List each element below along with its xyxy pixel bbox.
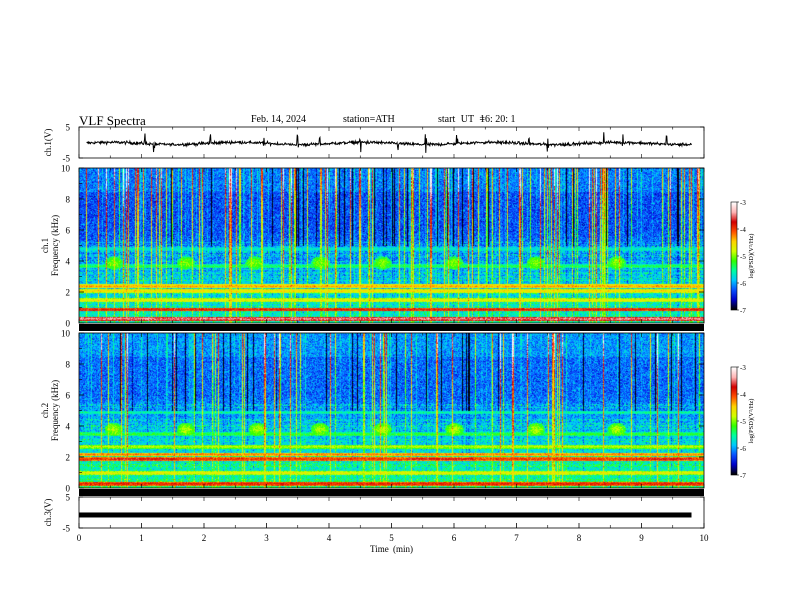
ch2-spectrogram-colorbar-tick-label: -4 (740, 391, 746, 399)
ch2-spectrogram-bottom-strip (79, 489, 704, 496)
x-tick-label: 8 (577, 533, 582, 543)
x-tick-label: 7 (514, 533, 519, 543)
ch2-spectrogram-ytick-label: 0 (66, 484, 71, 494)
ch2-spectrogram-colorbar-tick-label: -6 (740, 445, 746, 453)
ch3-waveform-ytick-label: -5 (63, 524, 71, 534)
ch1-trace (86, 132, 692, 153)
ch1-spectrogram-colorbar-tick-label: -5 (740, 253, 746, 261)
x-tick-label: 2 (202, 533, 207, 543)
ch2-spectrogram-ytick-label: 8 (66, 360, 71, 370)
x-tick-label: 9 (639, 533, 644, 543)
ch1-spectrogram-ytick-label: 0 (66, 319, 71, 329)
ch2-spectrogram-colorbar-tick-label: -3 (740, 364, 746, 372)
start-ut-value: 16: 20: 1 (480, 114, 516, 125)
ch1-spectrogram-image (79, 168, 704, 323)
x-tick-label: 0 (77, 533, 82, 543)
ch2-spectrogram-colorbar-tick-label: -5 (740, 418, 746, 426)
ch2-spectrogram-colorbar (731, 367, 737, 475)
ch1-spectrogram-ytick-label: 10 (61, 164, 71, 174)
ch2-spectrogram-ytick-label: 6 (66, 391, 71, 401)
ch2-spectrogram-ylabel: ch.2Frequency (kHz) (40, 380, 60, 441)
ch1-spectrogram-colorbar-label: log(PSD)(V²/Hz) (748, 234, 755, 279)
x-tick-label: 10 (700, 533, 710, 543)
ch2-spectrogram-ylabel-line2: Frequency (kHz) (50, 380, 60, 441)
ch1-spectrogram-ytick-label: 8 (66, 195, 71, 205)
ch1-spectrogram-ytick-label: 6 (66, 226, 71, 236)
ch1-spectrogram-ylabel: ch.1Frequency (kHz) (40, 215, 60, 276)
x-tick-label: 4 (327, 533, 332, 543)
ch2-spectrogram-ytick-label: 2 (66, 453, 71, 463)
ch1-spectrogram-colorbar-tick-label: -3 (740, 199, 746, 207)
x-tick-label: 1 (139, 533, 144, 543)
ch1-waveform-ylabel: ch.1(V) (43, 129, 53, 157)
x-tick-label: 3 (264, 533, 269, 543)
ch1-spectrogram-ytick-label: 4 (66, 257, 71, 267)
ch2-spectrogram-ytick-label: 10 (61, 329, 71, 339)
x-axis-label: Time (min) (370, 544, 413, 554)
date-label: Feb. 14, 2024 (251, 114, 306, 125)
ch1-spectrogram-colorbar-tick-label: -7 (740, 307, 746, 315)
ch2-spectrogram-ytick-label: 4 (66, 422, 71, 432)
ch1-spectrogram-bottom-strip (79, 324, 704, 331)
ch1-spectrogram-colorbar-tick-label: -4 (740, 226, 746, 234)
x-tick-label: 5 (389, 533, 394, 543)
ch1-spectrogram-ylabel-line1: ch.1 (40, 238, 50, 253)
ch1-spectrogram-colorbar-tick-label: -6 (740, 280, 746, 288)
ch2-spectrogram-image (79, 333, 704, 488)
ch2-spectrogram-colorbar-tick-label: -7 (740, 472, 746, 480)
start-ut-label: start UT = (438, 114, 486, 125)
ch1-spectrogram-ylabel-line2: Frequency (kHz) (50, 215, 60, 276)
ch1-waveform-ytick-label: 5 (66, 123, 71, 133)
x-tick-label: 6 (452, 533, 457, 543)
ch1-waveform-ytick-label: -5 (63, 154, 71, 164)
ch2-spectrogram-ylabel-line1: ch.2 (40, 403, 50, 418)
ch2-spectrogram-colorbar-label: log(PSD)(V²/Hz) (748, 399, 755, 444)
ch3-waveform-ytick-label: 5 (66, 493, 71, 503)
ch1-spectrogram-colorbar (731, 202, 737, 310)
ch1-spectrogram-ytick-label: 2 (66, 288, 71, 298)
ch3-trace (79, 512, 692, 518)
ch3-waveform-ylabel: ch.3(V) (43, 499, 53, 527)
chart-title: VLF Spectra (79, 113, 146, 128)
station-label: station=ATH (343, 114, 395, 125)
